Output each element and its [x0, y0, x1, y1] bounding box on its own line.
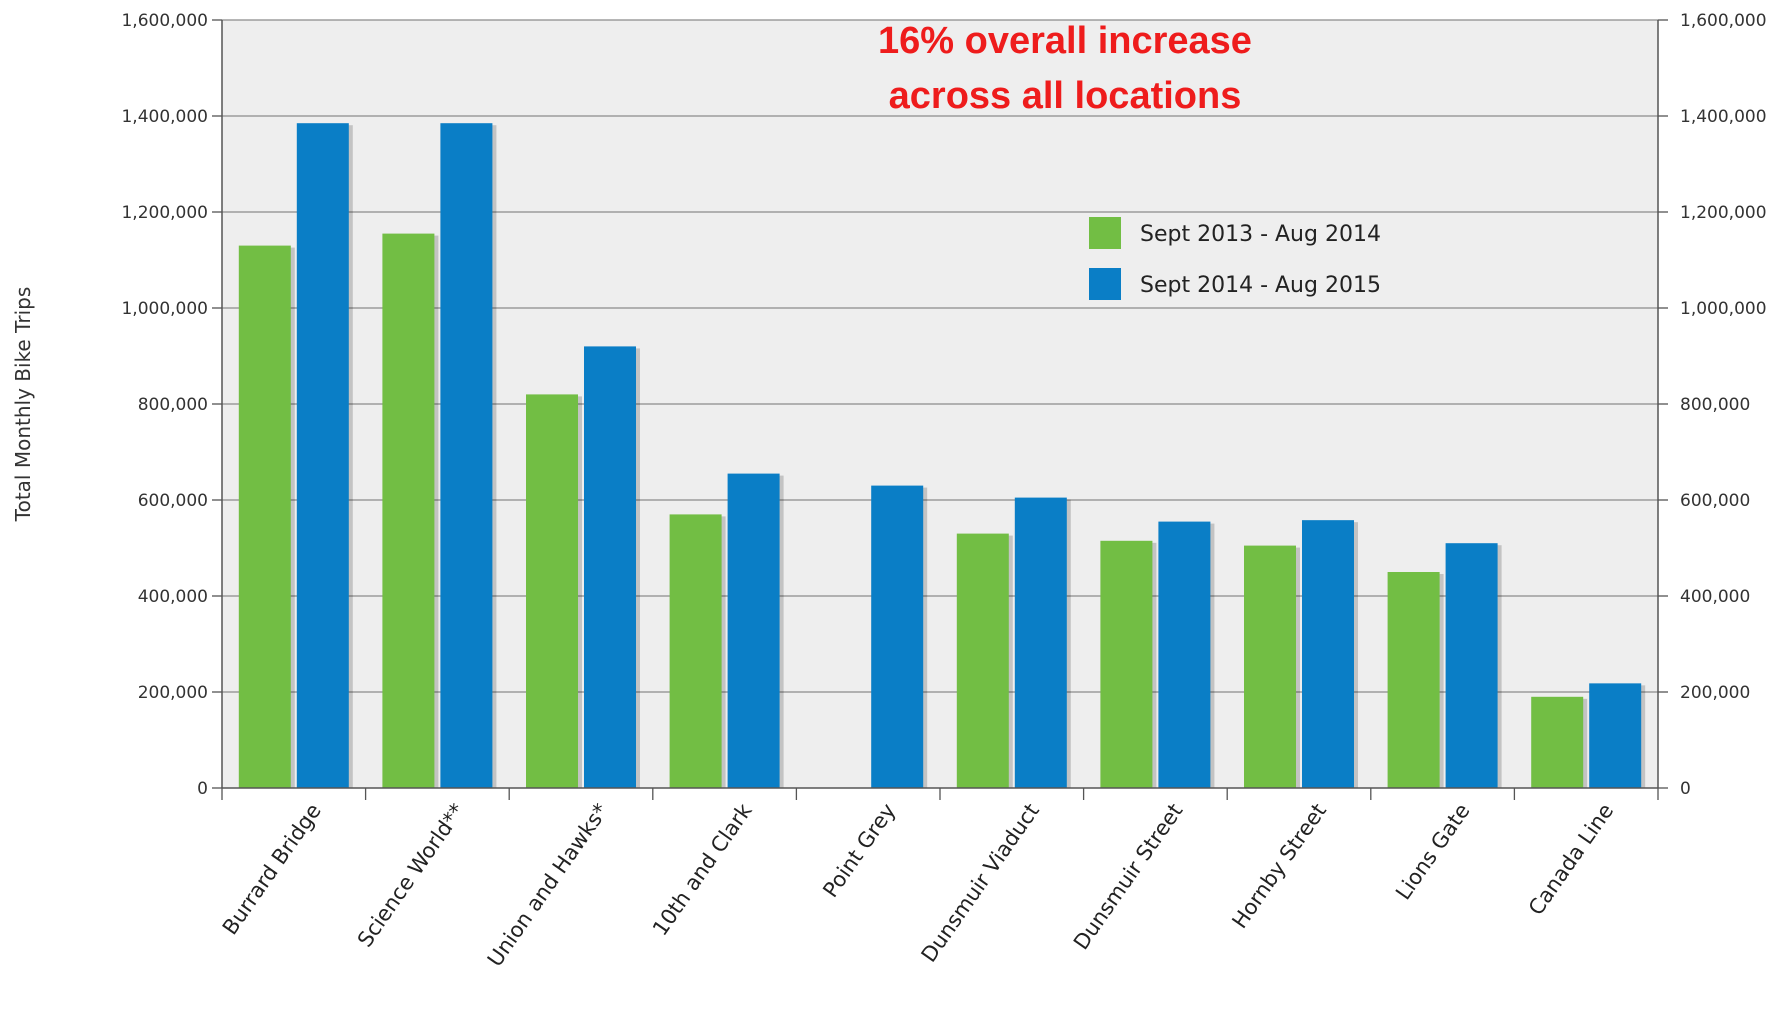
bar-2	[1158, 521, 1211, 788]
x-category-label: Dunsmuir Viaduct	[917, 799, 1044, 966]
right-tick-label: 600,000	[1680, 491, 1750, 511]
right-tick-label: 800,000	[1680, 395, 1750, 415]
x-category-label: Dunsmuir Street	[1069, 799, 1188, 954]
bar-1	[1387, 572, 1440, 788]
x-category-label: Science World**	[353, 799, 470, 951]
bar-2	[440, 123, 493, 788]
annotation-line-2: across all locations	[889, 75, 1242, 117]
right-tick-label: 1,000,000	[1680, 299, 1767, 319]
left-tick-label: 1,000,000	[121, 299, 208, 319]
x-category-label: Hornby Street	[1227, 799, 1331, 933]
left-tick-label: 400,000	[138, 587, 208, 607]
annotation-line-1: 16% overall increase	[878, 20, 1252, 62]
bar-2	[871, 485, 924, 788]
bars	[238, 123, 1646, 789]
bar-2	[296, 123, 349, 788]
x-category-label: Burrard Bridge	[218, 799, 326, 939]
right-tick-label: 1,200,000	[1680, 203, 1767, 223]
bar-2	[1014, 497, 1067, 788]
bar-1	[238, 245, 291, 789]
x-axis-category-labels: Burrard Bridge Science World** Union and H…	[218, 798, 1619, 971]
bar-1	[1100, 540, 1153, 788]
x-category-label: Union and Hawks*	[483, 799, 613, 971]
right-y-axis-ticks: 0 200,000 400,000 600,000 800,000 1,000,000 1,…	[1658, 11, 1767, 799]
legend-label-series-1: Sept 2013 - Aug 2014	[1140, 222, 1381, 247]
legend-swatch-series-1	[1089, 217, 1121, 249]
left-tick-label: 600,000	[138, 491, 208, 511]
bar-1	[956, 533, 1009, 788]
x-category-label: Point Grey	[818, 799, 900, 902]
bar-2	[1589, 683, 1642, 788]
right-tick-label: 200,000	[1680, 683, 1750, 703]
y-axis-label: Total Monthly Bike Trips	[11, 287, 35, 522]
bar-1	[1244, 545, 1296, 788]
bar-1	[669, 514, 722, 788]
right-tick-label: 0	[1680, 779, 1691, 799]
legend: Sept 2013 - Aug 2014 Sept 2014 - Aug 201…	[1089, 217, 1381, 300]
right-tick-label: 1,600,000	[1680, 11, 1767, 31]
left-tick-label: 800,000	[138, 395, 208, 415]
bar-2	[727, 473, 780, 788]
bar-1	[382, 233, 435, 789]
left-tick-label: 0	[197, 779, 208, 799]
x-category-label: 10th and Clark	[648, 798, 757, 940]
left-tick-label: 200,000	[138, 683, 208, 703]
x-category-label: Canada Line	[1524, 799, 1618, 920]
bar-1	[526, 394, 578, 788]
legend-label-series-2: Sept 2014 - Aug 2015	[1140, 273, 1381, 298]
legend-swatch-series-2	[1089, 268, 1121, 300]
bar-1	[1531, 696, 1584, 788]
x-category-label: Lions Gate	[1391, 799, 1475, 904]
left-tick-label: 1,600,000	[121, 11, 208, 31]
bar-2	[1302, 520, 1354, 788]
left-y-axis-ticks: 0 200,000 400,000 600,000 800,000 1,000,000 1,…	[121, 11, 222, 799]
right-tick-label: 1,400,000	[1680, 107, 1767, 127]
left-tick-label: 1,400,000	[121, 107, 208, 127]
left-tick-label: 1,200,000	[121, 203, 208, 223]
right-tick-label: 400,000	[1680, 587, 1750, 607]
bar-2	[1445, 543, 1498, 788]
bar-2	[584, 346, 636, 788]
